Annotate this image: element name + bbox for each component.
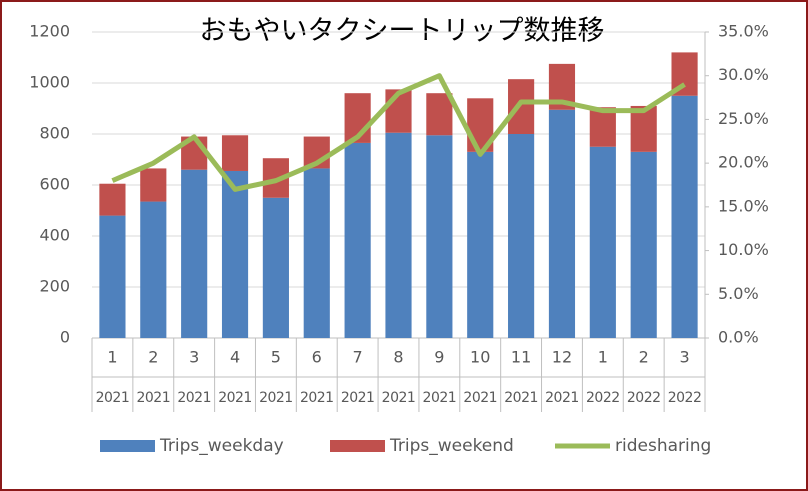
x-tick-label: 1 [598, 348, 608, 367]
y2-tick-label: 10.0% [718, 240, 769, 259]
x-group-label: 2021 [382, 390, 416, 406]
x-tick-label: 2 [148, 348, 158, 367]
x-tick-label: 7 [353, 348, 363, 367]
legend-label: Trips_weekday [159, 436, 284, 456]
bar [426, 93, 453, 136]
legend-label: ridesharing [615, 436, 711, 456]
x-group-label: 2021 [463, 390, 497, 406]
x-tick-label: 8 [393, 348, 403, 367]
x-group-label: 2021 [300, 390, 334, 406]
x-tick-label: 9 [434, 348, 444, 367]
bar [181, 169, 208, 338]
x-group-label: 2021 [177, 390, 211, 406]
y-tick-label: 800 [39, 124, 70, 143]
bar [99, 215, 126, 338]
bar [467, 151, 494, 338]
x-group-label: 2021 [218, 390, 252, 406]
legend-label: Trips_weekend [389, 436, 514, 456]
y-tick-label: 200 [39, 277, 70, 296]
bar [630, 151, 657, 338]
bar [221, 170, 249, 338]
chart-title: おもやいタクシートリップ数推移 [200, 16, 605, 47]
bar [426, 135, 453, 338]
line [111, 73, 686, 192]
legend-swatch [100, 440, 155, 452]
bar [630, 105, 657, 152]
y2-tick-label: 0.0% [718, 328, 759, 347]
bar [344, 142, 371, 338]
y-tick-label: 1000 [29, 73, 70, 92]
x-tick-label: 3 [679, 348, 689, 367]
x-tick-label: 11 [511, 348, 531, 367]
x-tick-label: 12 [552, 348, 572, 367]
bar [262, 197, 289, 338]
y2-tick-label: 20.0% [718, 153, 769, 172]
x-tick-label: 10 [470, 348, 490, 367]
bar [385, 132, 412, 338]
x-group-label: 2021 [96, 390, 130, 406]
x-tick-label: 4 [230, 348, 240, 367]
y2-tick-label: 30.0% [718, 65, 769, 84]
x-tick-label: 5 [271, 348, 281, 367]
bar [548, 109, 576, 339]
y-tick-label: 0 [60, 328, 70, 347]
y-tick-label: 600 [39, 175, 70, 194]
bar [99, 183, 126, 216]
y-tick-label: 1200 [29, 22, 70, 41]
x-tick-label: 2 [639, 348, 649, 367]
y-tick-label: 400 [39, 226, 70, 245]
x-group-label: 2021 [423, 390, 457, 406]
bar [221, 135, 249, 171]
x-group-label: 2021 [545, 390, 579, 406]
x-tick-label: 1 [107, 348, 117, 367]
y2-tick-label: 35.0% [718, 22, 769, 41]
x-group-label: 2022 [586, 390, 620, 406]
x-group-label: 2022 [627, 390, 661, 406]
x-group-label: 2022 [668, 390, 702, 406]
y2-tick-label: 15.0% [718, 196, 769, 215]
bar [140, 201, 167, 338]
y2-tick-label: 25.0% [718, 109, 769, 128]
x-group-label: 2021 [259, 390, 293, 406]
bar [508, 79, 535, 134]
bar [140, 168, 167, 202]
y2-tick-label: 5.0% [718, 284, 759, 303]
bar [303, 168, 330, 338]
x-tick-label: 6 [312, 348, 322, 367]
bar [589, 146, 616, 338]
x-group-label: 2021 [504, 390, 538, 406]
bar [589, 107, 616, 147]
x-group-label: 2021 [341, 390, 375, 406]
x-group-label: 2021 [136, 390, 170, 406]
legend-swatch [330, 440, 385, 452]
bar [671, 95, 698, 338]
bar [508, 134, 535, 338]
x-tick-label: 3 [189, 348, 199, 367]
